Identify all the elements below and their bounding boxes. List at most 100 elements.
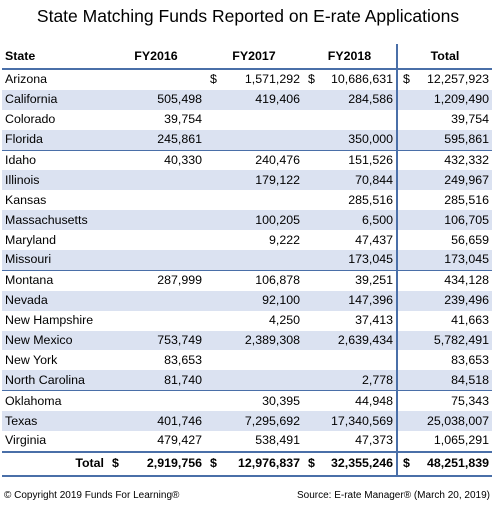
total-cell: 434,128 <box>397 269 492 291</box>
fy2018-cell <box>303 350 398 371</box>
table-row: Nevada 92,100 147,396 239,496 <box>2 290 492 311</box>
table-row: New Mexico 753,749 2,389,308 2,639,434 5,782… <box>2 330 492 351</box>
fy2016-cell <box>107 311 205 331</box>
fy2018-cell: 2,639,434 <box>303 330 398 351</box>
fy2017-cell: 100,205 <box>205 210 303 231</box>
state-cell: Virginia <box>5 433 47 448</box>
total-cell: 432,332 <box>397 149 492 171</box>
fy2016-cell <box>107 69 205 90</box>
copyright-text: © Copyright 2019 Funds For Learning® <box>4 490 180 501</box>
total-cell: 106,705 <box>397 210 492 231</box>
total-cell: 1,209,490 <box>397 89 492 110</box>
fy2016-cell <box>107 290 205 311</box>
table-row: Illinois 179,122 70,844 249,967 <box>2 170 492 191</box>
totals-fy2017: $12,976,837 <box>205 450 303 477</box>
fy2016-cell: 39,754 <box>164 112 202 127</box>
totals-total: $48,251,839 <box>397 450 492 477</box>
total-cell: 83,653 <box>451 352 489 367</box>
state-cell: Massachusetts <box>2 210 107 231</box>
total-cell: 84,518 <box>397 370 492 391</box>
fy2016-cell: 287,999 <box>107 269 205 291</box>
state-cell: Illinois <box>2 170 107 191</box>
fy2016-cell <box>107 390 205 412</box>
fy2017-cell: 92,100 <box>205 290 303 311</box>
state-cell: Montana <box>2 269 107 291</box>
table-row: New Hampshire 4,250 37,413 41,663 <box>2 310 492 331</box>
total-cell: 25,038,007 <box>397 411 492 432</box>
column-header-state: State <box>2 44 107 70</box>
fy2017-cell <box>205 350 303 370</box>
table-row: Maryland 9,222 47,437 56,659 <box>2 230 492 251</box>
total-cell: 5,782,491 <box>397 330 492 351</box>
state-cell: Texas <box>2 411 107 432</box>
total-cell: 75,343 <box>397 390 492 412</box>
fy2018-cell: 350,000 <box>303 129 398 151</box>
fy2018-cell: 285,516 <box>303 190 398 211</box>
table-row: North Carolina 81,740 2,778 84,518 <box>2 370 492 391</box>
fy2017-cell <box>205 370 303 391</box>
fy2018-cell: 39,251 <box>303 269 398 291</box>
fy2017-cell: $1,571,292 <box>210 72 300 87</box>
table-row: Florida 245,861 350,000 595,861 <box>2 129 492 151</box>
table-row: Oklahoma 30,395 44,948 75,343 <box>2 390 492 412</box>
state-cell: Colorado <box>5 112 56 127</box>
table-row: Massachusetts 100,205 6,500 106,705 <box>2 210 492 231</box>
column-header-fy2018: FY2018 <box>303 44 398 70</box>
fy2018-cell: 147,396 <box>303 290 398 311</box>
fy2016-cell: 40,330 <box>107 149 205 171</box>
totals-fy2018: $32,355,246 <box>303 450 398 477</box>
fy2018-cell: 47,437 <box>303 230 398 251</box>
table-row: California 505,498 419,406 284,586 1,209,490 <box>2 89 492 110</box>
fy2017-cell <box>205 110 303 130</box>
fy2017-cell <box>205 129 303 151</box>
total-cell: 595,861 <box>397 129 492 151</box>
state-cell: Maryland <box>5 232 56 247</box>
total-cell: 239,496 <box>397 290 492 311</box>
fy2018-cell: 6,500 <box>303 210 398 231</box>
fy2018-cell: 44,948 <box>303 390 398 412</box>
totals-label: Total <box>2 450 107 477</box>
fy2016-cell: 753,749 <box>107 330 205 351</box>
total-cell: 173,045 <box>397 250 492 271</box>
fy2016-cell <box>107 230 205 250</box>
state-cell: New Hampshire <box>5 313 94 328</box>
total-cell: 285,516 <box>444 192 489 207</box>
table-row: Idaho 40,330 240,476 151,526 432,332 <box>2 149 492 171</box>
fy2018-cell: 47,373 <box>303 431 398 452</box>
total-cell: 39,754 <box>451 112 489 127</box>
totals-row: Total $2,919,756 $12,976,837 $32,355,246… <box>2 450 492 477</box>
fy2016-cell <box>107 210 205 231</box>
state-cell: New Mexico <box>2 330 107 351</box>
fy2018-cell: $10,686,631 <box>303 69 398 90</box>
state-cell: Florida <box>2 129 107 151</box>
fy2016-cell: 505,498 <box>107 89 205 110</box>
fy2018-cell: 70,844 <box>303 170 398 191</box>
fy2017-cell: 240,476 <box>205 149 303 171</box>
state-cell: Nevada <box>2 290 107 311</box>
state-cell: Missouri <box>2 250 107 271</box>
state-cell: Kansas <box>5 192 47 207</box>
fy2018-cell: 17,340,569 <box>303 411 398 432</box>
total-cell: 1,065,291 <box>433 433 489 448</box>
table-row: New York 83,653 83,653 <box>2 350 492 371</box>
fy2018-cell: 2,778 <box>303 370 398 391</box>
fy2017-cell <box>205 190 303 210</box>
table-row: Missouri 173,045 173,045 <box>2 250 492 271</box>
fy2018-cell: 173,045 <box>303 250 398 271</box>
total-cell: 249,967 <box>397 170 492 191</box>
fy2017-cell: 106,878 <box>205 269 303 291</box>
column-header-fy2017: FY2017 <box>205 44 303 70</box>
fy2017-cell: 2,389,308 <box>205 330 303 351</box>
state-cell: Arizona <box>5 72 48 87</box>
table-row: Virginia 479,427 538,491 47,373 1,065,291 <box>2 431 492 452</box>
fy2016-cell: 479,427 <box>157 433 202 448</box>
state-cell: New York <box>5 352 58 367</box>
state-cell: Idaho <box>2 149 107 171</box>
fy2016-cell: 81,740 <box>107 370 205 391</box>
totals-fy2016: $2,919,756 <box>107 450 205 477</box>
matching-funds-table: State FY2016 FY2017 FY2018 Total Arizona… <box>2 44 492 477</box>
column-header-total: Total <box>397 44 492 70</box>
fy2016-cell <box>107 170 205 191</box>
total-cell: 56,659 <box>451 232 489 247</box>
fy2018-cell: 37,413 <box>303 310 398 331</box>
